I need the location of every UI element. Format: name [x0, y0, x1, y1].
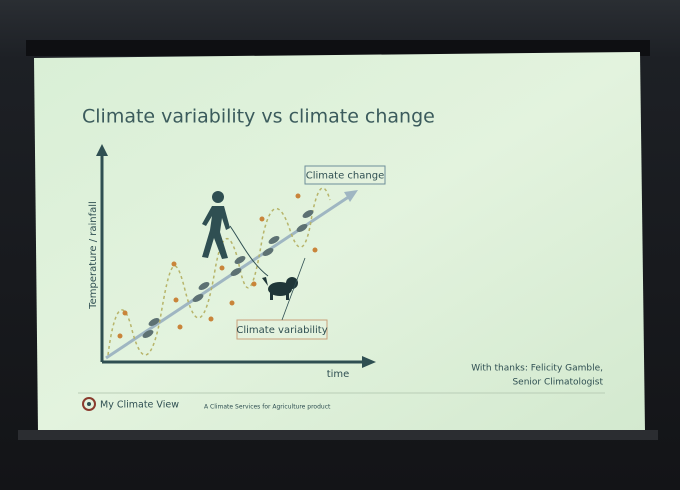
screen-bar	[18, 430, 658, 440]
footprints	[142, 210, 314, 338]
trend-line	[105, 194, 351, 360]
dog-icon	[262, 277, 298, 300]
credit-line: Senior Climatologist	[512, 378, 603, 388]
y-axis-label: Temperature / rainfall	[88, 201, 99, 310]
variability-pointer	[281, 257, 306, 321]
leash	[229, 225, 269, 277]
brand-logo	[82, 397, 96, 411]
brand-logo-dot	[87, 402, 91, 406]
footer-tagline: A Climate Services for Agriculture produ…	[204, 404, 331, 411]
slide	[34, 52, 645, 432]
variability-label: Climate variability	[236, 325, 327, 336]
slide-title: Climate variability vs climate change	[82, 106, 435, 128]
credit-line: With thanks: Felicity Gamble,	[471, 364, 603, 374]
x-axis-label: time	[327, 369, 350, 380]
screen-top	[26, 40, 650, 56]
x-arrow	[362, 356, 376, 368]
footer-brand: My Climate View	[100, 400, 179, 411]
walker-icon	[202, 191, 230, 259]
trend-label-box	[304, 165, 386, 185]
paw-prints	[117, 193, 318, 339]
trend-label: Climate change	[306, 171, 384, 182]
trend-arrow	[344, 190, 358, 202]
y-arrow	[96, 144, 108, 156]
